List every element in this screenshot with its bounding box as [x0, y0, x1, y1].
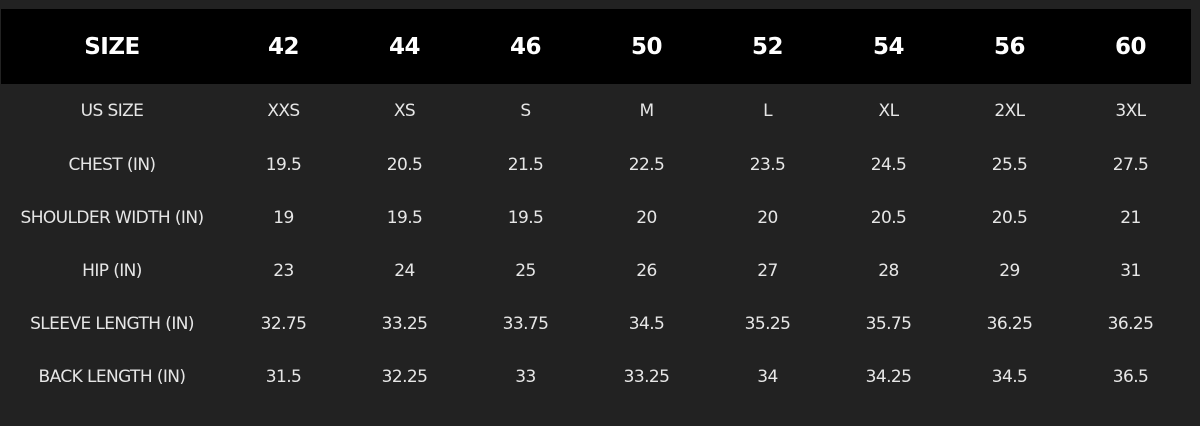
row-value: 33.75	[502, 313, 549, 334]
row-value: S	[520, 101, 531, 121]
row-value: 33	[515, 366, 536, 387]
row-value: 31	[1120, 260, 1141, 281]
row-label: US SIZE	[80, 101, 144, 121]
row-value: 25	[515, 260, 536, 281]
row-value: 34	[757, 366, 778, 387]
size-chart-table: SIZE 42 44 46 50 52 54 56 60 US SIZE XXS XS S M L XL 2X…	[1, 9, 1191, 403]
header-size: 54	[872, 33, 905, 60]
header-size: 42	[267, 33, 300, 60]
row-label: BACK LENGTH (IN)	[38, 366, 186, 387]
row-value: XL	[878, 101, 900, 121]
row-value: 19.5	[265, 154, 302, 175]
table-row: BACK LENGTH (IN) 31.5 32.25 33 33.25 34 34.25 3…	[1, 350, 1191, 403]
row-value: 35.75	[865, 313, 912, 334]
row-value: 3XL	[1115, 101, 1146, 121]
header-size: 46	[509, 33, 542, 60]
row-value: 22.5	[628, 154, 665, 175]
row-value: 29	[999, 260, 1020, 281]
row-value: 19.5	[507, 207, 544, 228]
row-value: 19	[273, 207, 294, 228]
row-value: 33.25	[623, 366, 670, 387]
header-size: 60	[1114, 33, 1147, 60]
row-value: 28	[878, 260, 899, 281]
row-value: 20.5	[870, 207, 907, 228]
row-label: SLEEVE LENGTH (IN)	[30, 313, 194, 334]
row-value: 19.5	[386, 207, 423, 228]
row-value: 34.25	[865, 366, 912, 387]
row-value: 33.25	[381, 313, 428, 334]
row-value: 25.5	[991, 154, 1028, 175]
header-label: SIZE	[84, 33, 140, 60]
row-label: CHEST (IN)	[68, 154, 157, 175]
header-size: 50	[630, 33, 663, 60]
row-value: XXS	[267, 101, 300, 121]
header-row: SIZE 42 44 46 50 52 54 56 60	[1, 9, 1191, 84]
row-label: HIP (IN)	[82, 260, 142, 281]
row-value: 36.25	[986, 313, 1033, 334]
table-row: HIP (IN) 23 24 25 26 27 28 29 31	[1, 244, 1191, 297]
row-value: 24.5	[870, 154, 907, 175]
row-value: 23	[273, 260, 294, 281]
row-value: 21	[1120, 207, 1141, 228]
row-value: 21.5	[507, 154, 544, 175]
row-value: 2XL	[994, 101, 1025, 121]
row-value: 32.25	[381, 366, 428, 387]
row-value: 35.25	[744, 313, 791, 334]
row-label: SHOULDER WIDTH (IN)	[20, 207, 205, 228]
table-row: SHOULDER WIDTH (IN) 19 19.5 19.5 20 20 20.5 20.…	[1, 191, 1191, 244]
row-value: 32.75	[260, 313, 307, 334]
row-value: 31.5	[265, 366, 302, 387]
row-value: 24	[394, 260, 415, 281]
row-value: 20	[757, 207, 778, 228]
row-value: 20	[636, 207, 657, 228]
row-value: XS	[393, 101, 416, 121]
row-value: 27.5	[1112, 154, 1149, 175]
header-size: 44	[388, 33, 421, 60]
row-value: 20.5	[386, 154, 423, 175]
row-value: 36.5	[1112, 366, 1149, 387]
row-value: 36.25	[1107, 313, 1154, 334]
row-value: M	[639, 101, 654, 121]
row-value: 34.5	[628, 313, 665, 334]
row-value: 34.5	[991, 366, 1028, 387]
table-row: US SIZE XXS XS S M L XL 2XL 3XL	[1, 84, 1191, 138]
row-value: L	[763, 101, 772, 121]
header-size: 56	[993, 33, 1026, 60]
table-row: CHEST (IN) 19.5 20.5 21.5 22.5 23.5 24.5 25.5 27…	[1, 138, 1191, 191]
row-value: 23.5	[749, 154, 786, 175]
row-value: 20.5	[991, 207, 1028, 228]
row-value: 27	[757, 260, 778, 281]
header-size: 52	[751, 33, 784, 60]
table-row: SLEEVE LENGTH (IN) 32.75 33.25 33.75 34.5 35.…	[1, 297, 1191, 350]
row-value: 26	[636, 260, 657, 281]
